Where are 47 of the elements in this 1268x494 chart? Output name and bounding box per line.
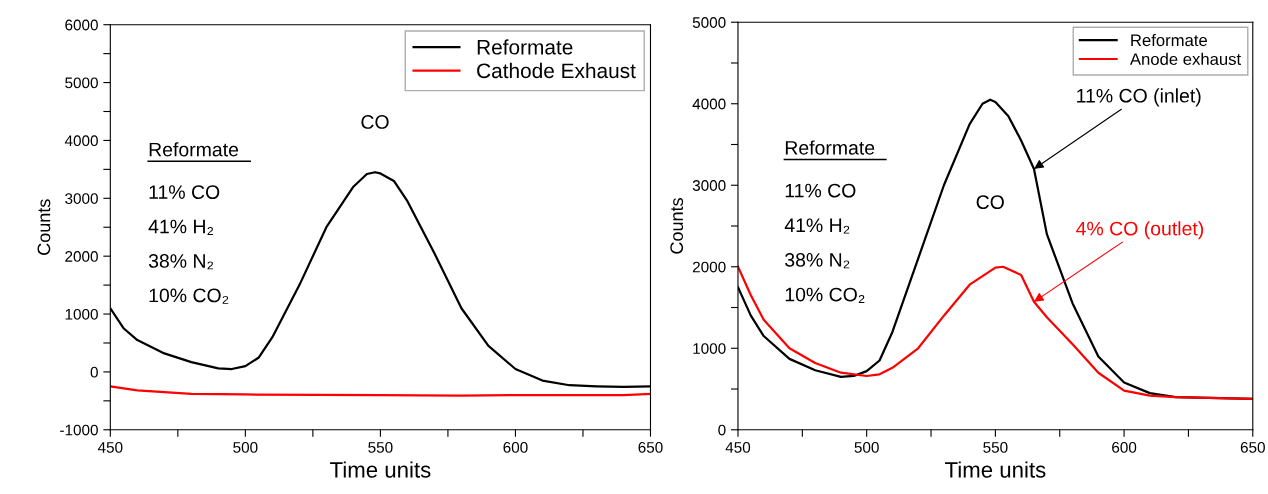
legend-label: Reformate <box>477 39 573 55</box>
legend-label: Anode exhaust <box>1129 52 1241 66</box>
x-tick-label: 450 <box>725 441 751 453</box>
y-tick-label: 2000 <box>692 261 726 273</box>
y-tick-label: 5000 <box>65 77 98 89</box>
annotation: 41% H₂ <box>148 219 214 235</box>
line-series <box>110 385 651 397</box>
annotation: 11% CO <box>785 183 856 198</box>
y-axis-title: Counts <box>37 199 51 255</box>
y-tick-label: 4000 <box>692 98 726 110</box>
x-tick-label: 500 <box>854 441 879 453</box>
y-tick-label: 3000 <box>65 193 98 204</box>
y-tick-label: 0 <box>90 366 98 378</box>
y-tick-label: -1000 <box>60 424 98 436</box>
annotation: Reformate <box>785 140 875 155</box>
x-tick-label: 550 <box>983 441 1008 453</box>
annotation: 4% CO (outlet) <box>1076 221 1204 240</box>
x-tick-label: 550 <box>368 441 393 453</box>
annotation: 11% CO <box>149 185 220 199</box>
y-axis-title: Counts <box>670 198 684 254</box>
annotation: 10% CO₂ <box>149 288 229 304</box>
y-tick-label: 5000 <box>692 17 726 28</box>
y-tick-label: 4000 <box>64 135 98 147</box>
x-tick-label: 650 <box>1240 441 1265 453</box>
legend-label: Reformate <box>1131 33 1207 47</box>
annotation: 41% H₂ <box>784 218 850 234</box>
annotation: CO <box>976 195 1004 210</box>
y-tick-label: 6000 <box>65 19 98 31</box>
x-tick-label: 500 <box>233 441 258 453</box>
annotation: 38% N₂ <box>148 254 214 270</box>
x-tick-label: 650 <box>638 441 663 453</box>
x-axis-title: Time units <box>945 461 1046 478</box>
x-axis-title: Time units <box>330 461 431 478</box>
x-tick-label: 450 <box>97 441 123 453</box>
legend-label: Cathode Exhaust <box>477 62 636 79</box>
annotation: 38% N₂ <box>785 253 850 269</box>
annotation: CO <box>361 115 389 129</box>
y-tick-label: 3000 <box>692 180 726 191</box>
annotation: 11% CO (inlet) <box>1077 88 1201 107</box>
x-tick-label: 600 <box>503 441 528 453</box>
y-tick-label: 1000 <box>65 308 98 320</box>
y-tick-label: 2000 <box>65 251 98 262</box>
annotation: Reformate <box>149 142 239 157</box>
annotation: 10% CO₂ <box>785 287 865 303</box>
y-tick-label: 1000 <box>693 343 726 354</box>
x-tick-label: 600 <box>1112 441 1137 453</box>
y-tick-label: 0 <box>718 424 726 436</box>
